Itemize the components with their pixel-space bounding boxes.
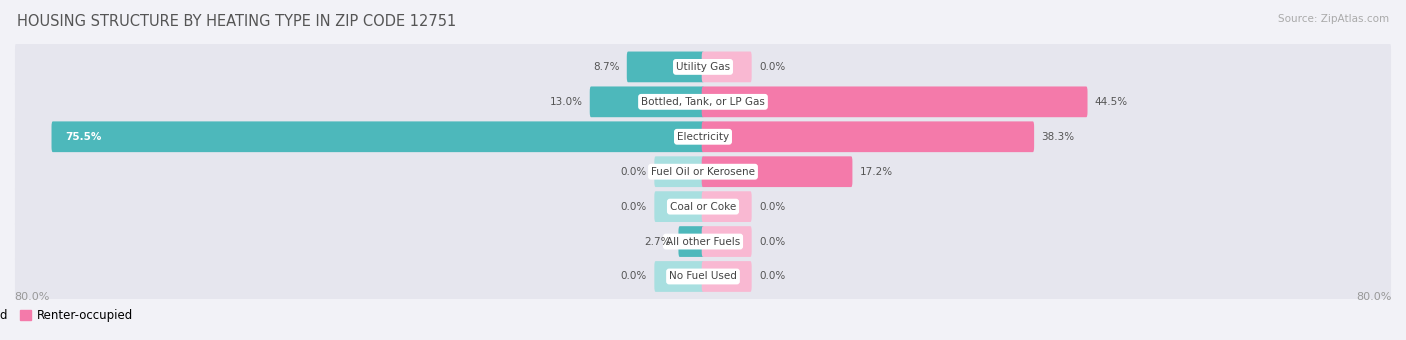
Text: 0.0%: 0.0% bbox=[759, 272, 785, 282]
FancyBboxPatch shape bbox=[15, 110, 1391, 163]
Text: Bottled, Tank, or LP Gas: Bottled, Tank, or LP Gas bbox=[641, 97, 765, 107]
Text: 80.0%: 80.0% bbox=[14, 292, 49, 302]
FancyBboxPatch shape bbox=[679, 226, 704, 257]
Text: 80.0%: 80.0% bbox=[1357, 292, 1392, 302]
FancyBboxPatch shape bbox=[15, 40, 1391, 94]
Text: Electricity: Electricity bbox=[676, 132, 730, 142]
FancyBboxPatch shape bbox=[702, 226, 752, 257]
Text: 13.0%: 13.0% bbox=[550, 97, 582, 107]
FancyBboxPatch shape bbox=[15, 145, 1391, 198]
FancyBboxPatch shape bbox=[589, 86, 704, 117]
Text: Utility Gas: Utility Gas bbox=[676, 62, 730, 72]
Text: Coal or Coke: Coal or Coke bbox=[669, 202, 737, 211]
Text: 0.0%: 0.0% bbox=[759, 202, 785, 211]
Text: 2.7%: 2.7% bbox=[644, 237, 671, 246]
FancyBboxPatch shape bbox=[702, 52, 752, 82]
Text: HOUSING STRUCTURE BY HEATING TYPE IN ZIP CODE 12751: HOUSING STRUCTURE BY HEATING TYPE IN ZIP… bbox=[17, 14, 456, 29]
FancyBboxPatch shape bbox=[702, 86, 1087, 117]
FancyBboxPatch shape bbox=[702, 121, 1035, 152]
FancyBboxPatch shape bbox=[15, 180, 1391, 233]
FancyBboxPatch shape bbox=[15, 75, 1391, 129]
FancyBboxPatch shape bbox=[702, 191, 752, 222]
Text: 0.0%: 0.0% bbox=[621, 272, 647, 282]
FancyBboxPatch shape bbox=[627, 52, 704, 82]
Text: No Fuel Used: No Fuel Used bbox=[669, 272, 737, 282]
Text: 38.3%: 38.3% bbox=[1042, 132, 1074, 142]
Text: 0.0%: 0.0% bbox=[621, 202, 647, 211]
Legend: Owner-occupied, Renter-occupied: Owner-occupied, Renter-occupied bbox=[0, 304, 138, 326]
FancyBboxPatch shape bbox=[654, 261, 704, 292]
Text: 17.2%: 17.2% bbox=[859, 167, 893, 177]
FancyBboxPatch shape bbox=[52, 121, 704, 152]
FancyBboxPatch shape bbox=[702, 156, 852, 187]
Text: 75.5%: 75.5% bbox=[66, 132, 103, 142]
FancyBboxPatch shape bbox=[15, 215, 1391, 268]
Text: 0.0%: 0.0% bbox=[759, 237, 785, 246]
Text: 8.7%: 8.7% bbox=[593, 62, 620, 72]
Text: 0.0%: 0.0% bbox=[759, 62, 785, 72]
FancyBboxPatch shape bbox=[654, 156, 704, 187]
Text: Fuel Oil or Kerosene: Fuel Oil or Kerosene bbox=[651, 167, 755, 177]
Text: Source: ZipAtlas.com: Source: ZipAtlas.com bbox=[1278, 14, 1389, 23]
FancyBboxPatch shape bbox=[654, 191, 704, 222]
FancyBboxPatch shape bbox=[702, 261, 752, 292]
FancyBboxPatch shape bbox=[15, 250, 1391, 303]
Text: 0.0%: 0.0% bbox=[621, 167, 647, 177]
Text: 44.5%: 44.5% bbox=[1095, 97, 1128, 107]
Text: All other Fuels: All other Fuels bbox=[666, 237, 740, 246]
